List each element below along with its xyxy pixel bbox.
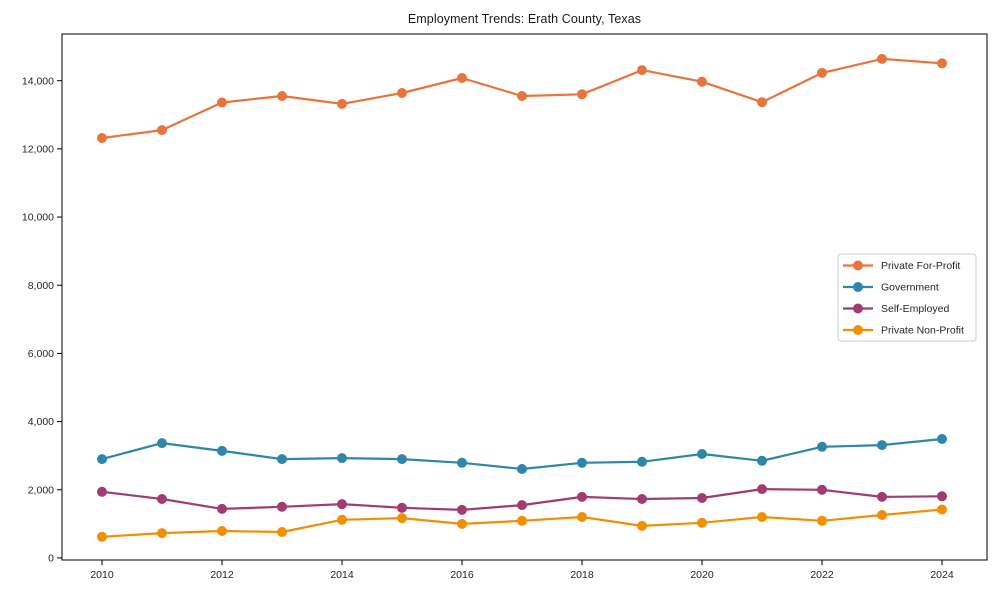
data-point-private-for-profit	[337, 98, 347, 109]
data-point-self-employed	[757, 484, 767, 495]
legend-label: Private For-Profit	[881, 260, 960, 272]
data-point-private-non-profit	[877, 510, 887, 520]
y-tick-label: 14,000	[22, 75, 54, 87]
data-point-self-employed	[637, 494, 647, 504]
data-point-self-employed	[937, 491, 947, 502]
data-point-private-for-profit	[937, 58, 947, 69]
data-point-government	[97, 454, 107, 465]
data-point-private-for-profit	[577, 89, 587, 100]
data-point-self-employed	[877, 491, 887, 502]
data-point-private-for-profit	[697, 76, 707, 87]
y-tick-label: 8,000	[28, 280, 54, 292]
data-point-government	[457, 457, 467, 468]
y-tick-label: 2,000	[28, 484, 54, 496]
legend-marker-icon	[853, 282, 863, 292]
data-point-self-employed	[217, 503, 227, 514]
data-point-government	[757, 455, 767, 466]
legend-item-self-employed: Self-Employed	[843, 303, 949, 315]
y-tick-label: 6,000	[28, 348, 54, 360]
data-point-self-employed	[457, 504, 467, 515]
data-point-self-employed	[577, 491, 587, 502]
data-point-private-non-profit	[97, 531, 107, 542]
x-tick-label: 2010	[90, 569, 114, 581]
legend-marker-icon	[853, 325, 863, 335]
data-point-private-non-profit	[517, 515, 527, 526]
plot-area-border	[61, 33, 988, 561]
legend-item-private-non-profit: Private Non-Profit	[843, 325, 964, 337]
data-point-private-for-profit	[517, 91, 527, 101]
data-point-government	[397, 454, 407, 465]
data-point-government	[577, 457, 587, 468]
y-tick-label: 12,000	[22, 143, 54, 155]
data-point-private-for-profit	[757, 97, 767, 108]
x-tick-label: 2022	[810, 569, 834, 581]
data-point-private-non-profit	[397, 513, 407, 524]
chart-title: Employment Trends: Erath County, Texas	[407, 12, 642, 26]
data-point-self-employed	[517, 500, 527, 511]
data-point-government	[877, 440, 887, 451]
legend-item-private-for-profit: Private For-Profit	[843, 260, 960, 272]
data-point-private-for-profit	[397, 88, 407, 98]
y-tick-label: 0	[48, 553, 54, 565]
legend-marker-icon	[853, 260, 863, 271]
data-point-self-employed	[817, 484, 827, 495]
legend-label: Self-Employed	[881, 303, 949, 315]
data-point-government	[277, 454, 287, 465]
data-point-private-non-profit	[157, 528, 167, 539]
data-point-government	[157, 438, 167, 449]
data-point-private-for-profit	[457, 73, 467, 83]
data-point-government	[697, 449, 707, 459]
data-point-private-non-profit	[757, 512, 767, 522]
x-tick-label: 2012	[210, 569, 234, 581]
data-point-private-non-profit	[697, 517, 707, 528]
data-point-private-non-profit	[277, 527, 287, 537]
data-point-private-for-profit	[97, 133, 107, 143]
data-point-self-employed	[337, 499, 347, 510]
data-point-private-non-profit	[217, 526, 227, 536]
data-point-government	[637, 456, 647, 467]
data-point-self-employed	[397, 502, 407, 513]
data-point-private-for-profit	[637, 65, 647, 76]
data-point-self-employed	[277, 501, 287, 512]
data-point-private-for-profit	[277, 91, 287, 101]
data-point-government	[817, 441, 827, 452]
y-tick-label: 4,000	[28, 416, 54, 428]
data-point-private-for-profit	[877, 53, 887, 64]
data-point-private-non-profit	[577, 512, 587, 522]
data-point-private-non-profit	[457, 518, 467, 529]
data-point-private-non-profit	[637, 520, 647, 531]
y-tick-label: 10,000	[22, 212, 54, 224]
data-point-private-non-profit	[817, 515, 827, 526]
data-point-self-employed	[157, 494, 167, 504]
x-tick-label: 2018	[570, 569, 594, 581]
data-point-private-for-profit	[817, 67, 827, 78]
data-point-private-for-profit	[217, 97, 227, 108]
data-point-government	[337, 453, 347, 464]
x-tick-label: 2024	[930, 569, 954, 581]
legend-box	[837, 253, 977, 342]
data-point-government	[217, 445, 227, 456]
data-point-government	[517, 464, 527, 474]
data-point-self-employed	[97, 486, 107, 497]
x-tick-label: 2014	[330, 569, 354, 581]
legend-item-government: Government	[843, 282, 939, 294]
data-point-private-for-profit	[157, 125, 167, 136]
data-point-private-non-profit	[337, 514, 347, 525]
legend-marker-icon	[853, 303, 863, 314]
data-point-government	[937, 434, 947, 444]
data-point-private-non-profit	[937, 504, 947, 515]
x-tick-label: 2020	[690, 569, 714, 581]
legend-label: Private Non-Profit	[881, 325, 964, 337]
x-tick-label: 2016	[450, 569, 474, 581]
data-point-self-employed	[697, 493, 707, 503]
legend-label: Government	[881, 282, 939, 294]
